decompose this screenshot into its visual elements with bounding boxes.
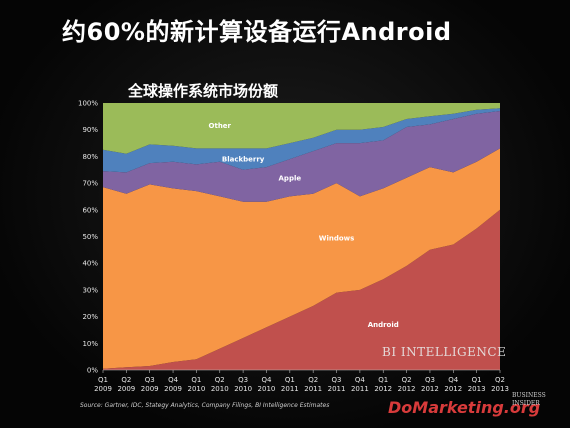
x-tick-year: 2009 xyxy=(141,385,159,393)
x-tick-year: 2010 xyxy=(187,385,205,393)
x-tick-year: 2013 xyxy=(468,385,486,393)
area-blackberry xyxy=(103,108,500,173)
business-insider-logo-line2: INSIDER xyxy=(512,400,540,407)
y-tick-label: 50% xyxy=(82,233,98,241)
y-tick-label: 90% xyxy=(82,126,98,134)
x-tick-year: 2009 xyxy=(164,385,182,393)
business-insider-logo-line1: BUSINESS xyxy=(512,392,546,399)
x-tick-quarter: Q1 xyxy=(472,376,482,384)
domarketing-logo[interactable]: DoMarketing.org xyxy=(388,398,541,417)
chart-title: 全球操作系统市场份额 xyxy=(128,82,279,100)
x-tick-quarter: Q4 xyxy=(355,376,366,384)
x-tick-quarter: Q2 xyxy=(308,376,318,384)
x-tick-year: 2009 xyxy=(94,385,112,393)
y-tick-label: 60% xyxy=(82,206,98,214)
x-tick-quarter: Q1 xyxy=(98,376,108,384)
y-tick-label: 20% xyxy=(82,313,98,321)
x-tick-quarter: Q2 xyxy=(402,376,412,384)
y-tick-label: 80% xyxy=(82,153,98,161)
series-label-apple: Apple xyxy=(279,174,302,182)
x-tick-year: 2011 xyxy=(304,385,322,393)
y-tick-label: 30% xyxy=(82,286,98,294)
x-tick-quarter: Q3 xyxy=(238,376,248,384)
x-tick-quarter: Q4 xyxy=(168,376,179,384)
y-tick-label: 0% xyxy=(87,367,98,375)
x-tick-year: 2010 xyxy=(234,385,252,393)
x-tick-quarter: Q2 xyxy=(215,376,225,384)
x-tick-year: 2010 xyxy=(211,385,229,393)
area-other xyxy=(103,103,500,154)
x-tick-year: 2012 xyxy=(374,385,392,393)
x-tick-quarter: Q3 xyxy=(332,376,342,384)
x-tick-quarter: Q4 xyxy=(448,376,459,384)
y-tick-label: 40% xyxy=(82,260,98,268)
bi-intelligence-watermark: BI INTELLIGENCE xyxy=(382,345,507,359)
area-windows xyxy=(103,148,500,369)
y-tick-label: 10% xyxy=(82,340,98,348)
x-tick-year: 2012 xyxy=(398,385,416,393)
x-tick-quarter: Q1 xyxy=(191,376,201,384)
x-tick-year: 2009 xyxy=(117,385,135,393)
x-tick-year: 2012 xyxy=(444,385,462,393)
x-tick-quarter: Q1 xyxy=(378,376,388,384)
y-tick-label: 70% xyxy=(82,180,98,188)
business-insider-logo: BUSINESS INSIDER xyxy=(512,392,546,408)
headline: 约60%的新计算设备运行Android xyxy=(62,18,452,46)
y-tick-label: 100% xyxy=(78,100,98,108)
x-tick-quarter: Q4 xyxy=(261,376,272,384)
x-tick-quarter: Q1 xyxy=(285,376,295,384)
x-tick-quarter: Q3 xyxy=(145,376,155,384)
x-tick-year: 2011 xyxy=(281,385,299,393)
x-tick-quarter: Q2 xyxy=(121,376,131,384)
x-tick-quarter: Q2 xyxy=(495,376,505,384)
x-tick-year: 2012 xyxy=(421,385,439,393)
area-apple xyxy=(103,111,500,202)
x-tick-year: 2013 xyxy=(491,385,509,393)
series-label-blackberry: Blackberry xyxy=(222,156,265,164)
x-tick-year: 2011 xyxy=(328,385,346,393)
series-label-other: Other xyxy=(209,122,232,130)
area-android xyxy=(103,209,500,370)
x-tick-year: 2010 xyxy=(258,385,276,393)
x-tick-year: 2011 xyxy=(351,385,369,393)
series-label-android: Android xyxy=(368,321,399,329)
source-note: Source: Gartner, IDC, Stategy Analytics,… xyxy=(80,402,330,409)
series-label-windows: Windows xyxy=(319,234,355,242)
x-tick-quarter: Q3 xyxy=(425,376,435,384)
